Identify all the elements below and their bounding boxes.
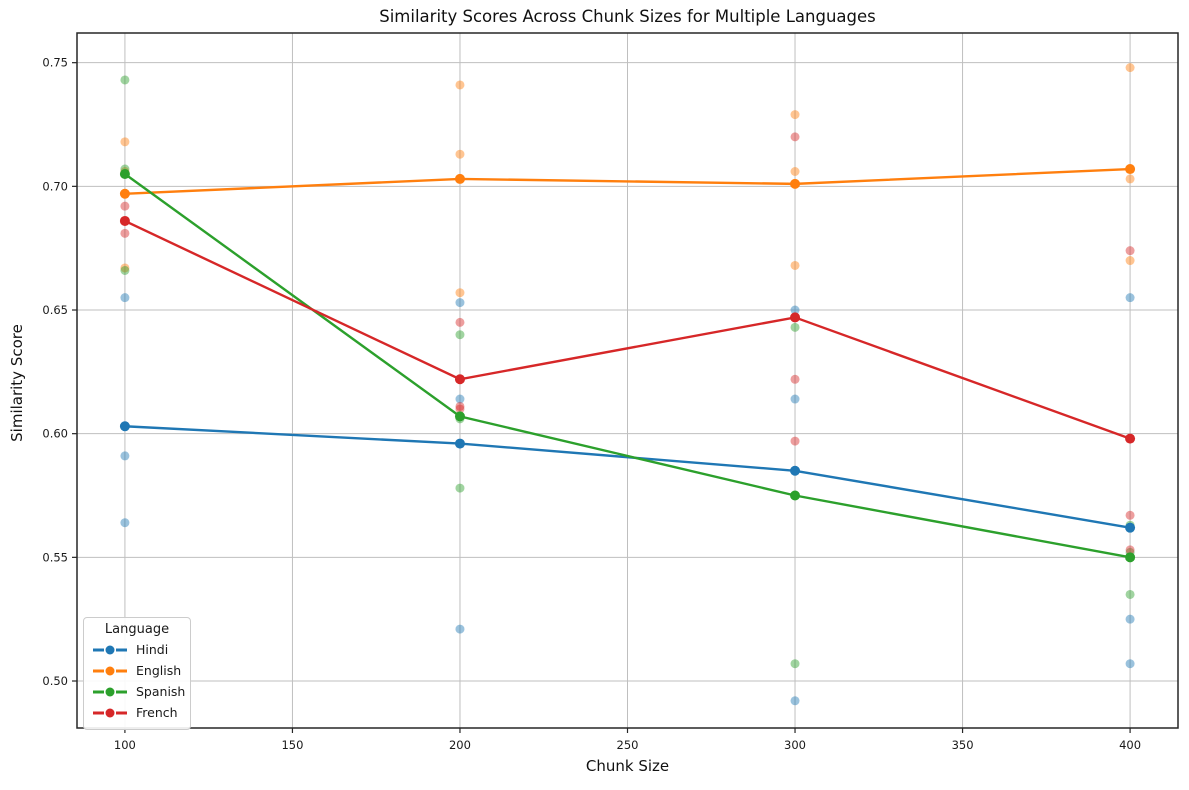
x-tick-label: 200 — [449, 738, 471, 752]
scatter-point-spanish — [120, 265, 130, 275]
scatter-point-hindi — [455, 624, 465, 634]
legend-item-hindi: Hindi — [92, 639, 182, 660]
series-marker-english — [119, 188, 130, 199]
series-marker-spanish — [790, 490, 801, 501]
legend-item-label: English — [136, 663, 182, 678]
scatter-point-french — [455, 401, 465, 411]
scatter-point-hindi — [120, 293, 130, 303]
scatter-point-french — [455, 317, 465, 327]
y-tick-label: 0.60 — [42, 427, 68, 441]
series-marker-hindi — [790, 465, 801, 476]
legend-item-english: English — [92, 660, 182, 681]
scatter-point-hindi — [120, 518, 130, 528]
y-tick-label: 0.70 — [42, 179, 68, 193]
series-marker-english — [1125, 164, 1136, 175]
series-marker-english — [790, 178, 801, 189]
series-marker-hindi — [119, 421, 130, 432]
x-tick-label: 250 — [617, 738, 639, 752]
scatter-point-english — [1125, 256, 1135, 266]
scatter-point-english — [455, 80, 465, 90]
chart-title: Similarity Scores Across Chunk Sizes for… — [379, 7, 876, 26]
series-marker-spanish — [454, 411, 465, 422]
series-marker-french — [454, 374, 465, 385]
legend-line-marker-icon — [93, 708, 127, 717]
scatter-point-spanish — [120, 75, 130, 85]
scatter-point-french — [120, 201, 130, 211]
series-marker-french — [119, 215, 130, 226]
y-tick-label: 0.75 — [42, 56, 68, 70]
scatter-point-spanish — [790, 322, 800, 332]
scatter-point-english — [790, 110, 800, 120]
scatter-point-french — [1125, 545, 1135, 555]
scatter-point-french — [455, 404, 465, 414]
scatter-point-english — [1125, 63, 1135, 73]
scatter-point-hindi — [455, 394, 465, 404]
series-marker-spanish — [1125, 552, 1136, 563]
series-line-english — [124, 167, 1131, 195]
x-axis-label: Chunk Size — [585, 757, 670, 775]
scatter-point-english — [790, 167, 800, 177]
scatter-point-spanish — [455, 483, 465, 493]
legend-item-label: Spanish — [136, 684, 186, 699]
scatter-point-english — [455, 288, 465, 298]
series-marker-hindi — [1125, 522, 1136, 533]
scatter-point-spanish — [790, 659, 800, 669]
scatter-point-english — [120, 137, 130, 147]
scatter-point-english — [1125, 174, 1135, 184]
scatter-point-french — [1125, 510, 1135, 520]
x-tick-label: 350 — [952, 738, 974, 752]
legend-item-label: French — [136, 705, 178, 720]
y-tick-label: 0.65 — [42, 303, 68, 317]
scatter-point-hindi — [1125, 614, 1135, 624]
x-tick-label: 150 — [281, 738, 303, 752]
scatter-point-french — [790, 374, 800, 384]
scatter-point-english — [455, 149, 465, 159]
scatter-point-hindi — [790, 305, 800, 315]
series-marker-spanish — [119, 168, 130, 179]
x-tick-label: 400 — [1119, 738, 1141, 752]
scatter-point-hindi — [790, 394, 800, 404]
series-marker-french — [1125, 433, 1136, 444]
legend-line-marker-icon — [93, 645, 127, 654]
series-marker-english — [454, 173, 465, 184]
scatter-point-english — [790, 260, 800, 270]
legend-item-spanish: Spanish — [92, 681, 186, 702]
scatter-point-hindi — [120, 451, 130, 461]
legend-line-marker-icon — [93, 687, 127, 696]
series-line-french — [124, 219, 1131, 440]
scatter-point-french — [790, 436, 800, 446]
series-marker-french — [790, 312, 801, 323]
legend-items: Hindi English Spanish French — [92, 639, 186, 723]
legend-line-marker-icon — [93, 666, 127, 675]
scatter-point-spanish — [455, 330, 465, 340]
scatter-point-french — [1125, 246, 1135, 256]
scatter-point-hindi — [1125, 293, 1135, 303]
scatter-point-hindi — [790, 696, 800, 706]
y-axis-label: Similarity Score — [8, 324, 26, 442]
scatter-point-english — [120, 263, 130, 273]
legend-item-label: Hindi — [136, 642, 169, 657]
x-tick-label: 300 — [784, 738, 806, 752]
scatter-point-spanish — [1125, 589, 1135, 599]
y-tick-label: 0.55 — [42, 550, 68, 564]
scatter-point-french — [790, 132, 800, 142]
scatter-point-hindi — [1125, 659, 1135, 669]
series-line-hindi — [124, 425, 1131, 529]
y-tick-label: 0.50 — [42, 674, 68, 688]
legend-title: Language — [104, 622, 170, 637]
x-tick-label: 100 — [114, 738, 136, 752]
legend-item-french: French — [92, 702, 182, 723]
series-marker-hindi — [454, 438, 465, 449]
scatter-point-hindi — [455, 298, 465, 308]
scatter-point-french — [120, 228, 130, 238]
series-line-spanish — [124, 173, 1131, 559]
legend: Language Hindi English Spanish French — [83, 617, 191, 730]
